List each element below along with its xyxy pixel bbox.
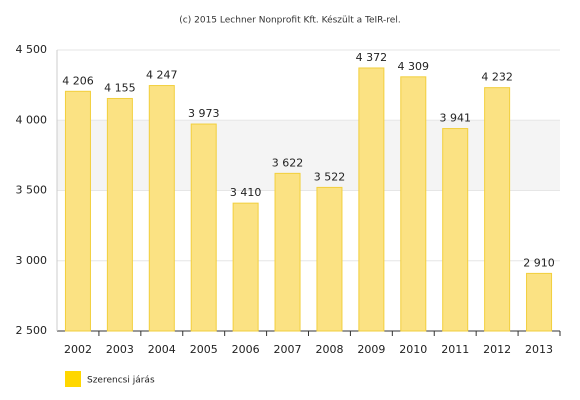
- x-tick-label: 2006: [232, 343, 260, 356]
- x-tick-label: 2007: [274, 343, 302, 356]
- x-tick-label: 2012: [483, 343, 511, 356]
- bar: [526, 272, 553, 332]
- bar: [106, 97, 133, 332]
- y-tick-label: 4 500: [16, 43, 48, 56]
- value-label: 4 232: [481, 71, 513, 84]
- bar: [400, 76, 427, 332]
- value-label: 4 309: [398, 60, 430, 73]
- x-tick-label: 2005: [190, 343, 218, 356]
- x-tick-label: 2002: [64, 343, 92, 356]
- x-tick-label: 2010: [399, 343, 427, 356]
- legend-swatch: [65, 371, 81, 387]
- value-label: 4 372: [356, 51, 388, 64]
- bar: [64, 90, 91, 332]
- x-tick-label: 2008: [315, 343, 343, 356]
- y-tick-label: 4 000: [16, 113, 48, 126]
- value-label: 3 410: [230, 186, 262, 199]
- value-label: 4 206: [62, 74, 94, 87]
- legend-label: Szerencsi járás: [87, 376, 155, 386]
- bar: [358, 67, 385, 332]
- y-tick-label: 3 000: [16, 254, 48, 267]
- bar: [190, 123, 217, 332]
- x-tick-label: 2009: [357, 343, 385, 356]
- bar: [316, 186, 343, 332]
- bar: [274, 172, 301, 332]
- x-tick-label: 2013: [525, 343, 553, 356]
- value-label: 3 973: [188, 107, 220, 120]
- value-label: 4 155: [104, 81, 136, 94]
- bar: [148, 85, 175, 332]
- value-label: 3 622: [272, 156, 304, 169]
- bar: [232, 202, 259, 332]
- y-tick-label: 2 500: [16, 324, 48, 337]
- value-label: 4 247: [146, 69, 178, 82]
- chart-title: (c) 2015 Lechner Nonprofit Kft. Készült …: [179, 15, 400, 26]
- plot-band: [57, 120, 560, 191]
- value-label: 3 522: [314, 170, 346, 183]
- bar: [442, 128, 469, 332]
- bar: [484, 87, 511, 332]
- y-tick-label: 3 500: [16, 184, 48, 197]
- x-tick-label: 2004: [148, 343, 176, 356]
- x-tick-label: 2011: [441, 343, 469, 356]
- x-tick-label: 2003: [106, 343, 134, 356]
- value-label: 2 910: [523, 256, 555, 269]
- value-label: 3 941: [439, 112, 471, 125]
